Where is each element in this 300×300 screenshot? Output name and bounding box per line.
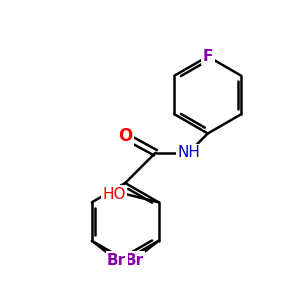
Text: Br: Br: [124, 253, 143, 268]
Text: Br: Br: [107, 253, 126, 268]
Text: NH: NH: [177, 145, 200, 160]
Text: F: F: [202, 49, 213, 64]
Text: O: O: [118, 127, 132, 145]
Text: HO: HO: [102, 187, 126, 202]
